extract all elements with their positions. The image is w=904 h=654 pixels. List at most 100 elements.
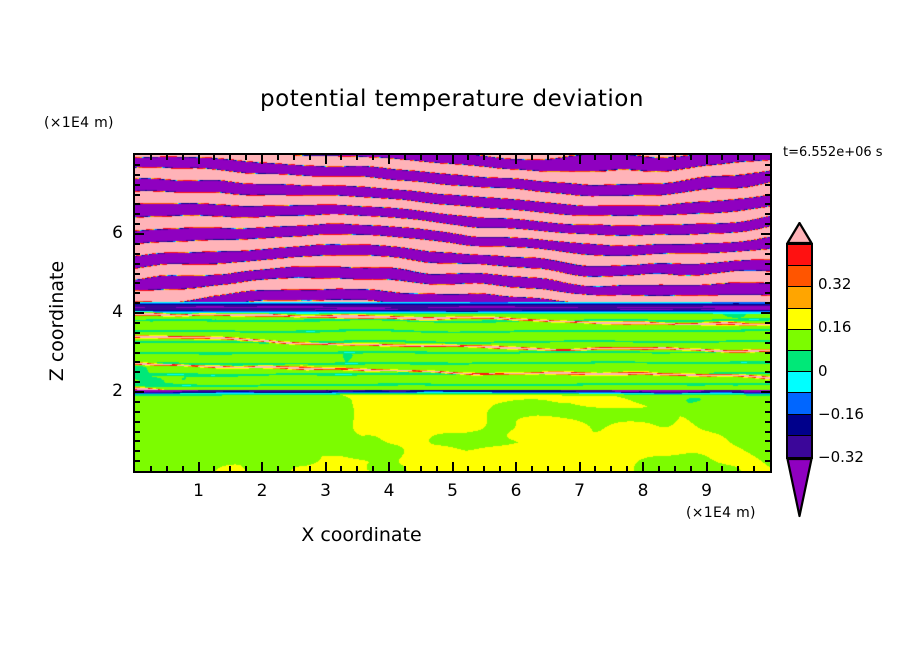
tick-mark [135,282,140,285]
tick-mark [721,466,724,471]
tick-mark [578,462,581,471]
colorbar-band-2 [788,287,811,309]
colorbar-band-7 [788,393,811,415]
tick-mark [135,173,140,176]
tick-mark [765,163,770,166]
tick-mark [499,155,502,160]
tick-mark [467,155,470,160]
tick-mark [181,155,184,160]
tick-mark [135,341,140,344]
tick-mark [181,466,184,471]
tick-mark [483,155,486,160]
tick-mark [765,223,770,226]
tick-mark [135,351,140,354]
colorbar [786,243,813,459]
tick-mark [135,420,140,423]
tick-mark [135,292,140,295]
x-tick-3: 3 [320,481,331,501]
tick-mark [229,466,232,471]
tick-mark [594,155,597,160]
tick-mark [657,155,660,160]
contour-plot-area [133,153,772,473]
tick-mark [229,155,232,160]
tick-mark [515,155,517,164]
tick-mark [308,466,311,471]
tick-mark [419,155,422,160]
colorbar-label-2: 0 [818,361,828,380]
tick-mark [673,155,676,160]
tick-mark [765,193,770,196]
tick-mark [135,430,140,433]
colorbar-band-9 [788,435,811,457]
tick-mark [515,462,517,471]
tick-mark [135,252,140,255]
colorbar-band-1 [788,266,811,288]
tick-mark [135,450,140,453]
x-tick-9: 9 [701,481,712,501]
tick-mark [135,203,140,206]
y-axis-title: Z coordinate [46,260,68,382]
tick-mark [546,155,549,160]
x-axis-unit-label: (×1E4 m) [686,505,756,521]
tick-mark [562,466,565,471]
tick-mark [292,155,295,160]
tick-mark [135,410,140,413]
contour-field [135,155,770,471]
tick-mark [657,466,660,471]
tick-mark [594,466,597,471]
colorbar-under-arrow [786,457,813,518]
tick-mark [562,155,565,160]
tick-mark [765,262,770,265]
tick-mark [765,400,770,403]
tick-mark [292,466,295,471]
tick-mark [765,430,770,433]
tick-mark [135,302,140,305]
tick-mark [135,371,140,374]
tick-mark [388,155,390,164]
x-tick-1: 1 [193,481,204,501]
tick-mark [642,155,644,164]
tick-mark [276,466,279,471]
colorbar-band-8 [788,414,811,436]
tick-mark [135,312,144,314]
colorbar-band-0 [788,245,811,267]
tick-mark [135,391,144,393]
tick-mark [135,262,140,265]
tick-mark [135,460,140,463]
y-tick-6: 6 [112,223,123,243]
tick-mark [499,466,502,471]
x-tick-5: 5 [447,481,458,501]
tick-mark [705,462,708,471]
x-tick-4: 4 [383,481,395,501]
tick-mark [761,391,770,393]
tick-mark [765,252,770,255]
tick-mark [135,381,140,384]
colorbar-label-1: 0.16 [818,318,852,337]
tick-mark [213,466,216,471]
tick-mark [356,155,359,160]
tick-mark [765,183,770,186]
colorbar-label-4: −0.32 [818,448,864,466]
tick-mark [765,321,770,324]
tick-mark [721,155,724,160]
tick-mark [626,155,629,160]
tick-mark [135,321,140,324]
tick-mark [753,466,756,471]
tick-mark [135,440,140,443]
tick-mark [435,155,438,160]
tick-mark [765,203,770,206]
tick-mark [135,223,140,226]
colorbar-band-5 [788,350,811,373]
tick-mark [483,466,486,471]
tick-mark [308,155,311,160]
tick-mark [765,302,770,305]
tick-mark [135,233,144,235]
tick-mark [135,213,140,216]
tick-mark [197,462,200,471]
tick-mark [165,466,168,471]
tick-mark [765,371,770,374]
tick-mark [435,466,438,471]
tick-mark [149,466,152,471]
x-tick-6: 6 [510,481,522,501]
tick-mark [135,272,140,275]
